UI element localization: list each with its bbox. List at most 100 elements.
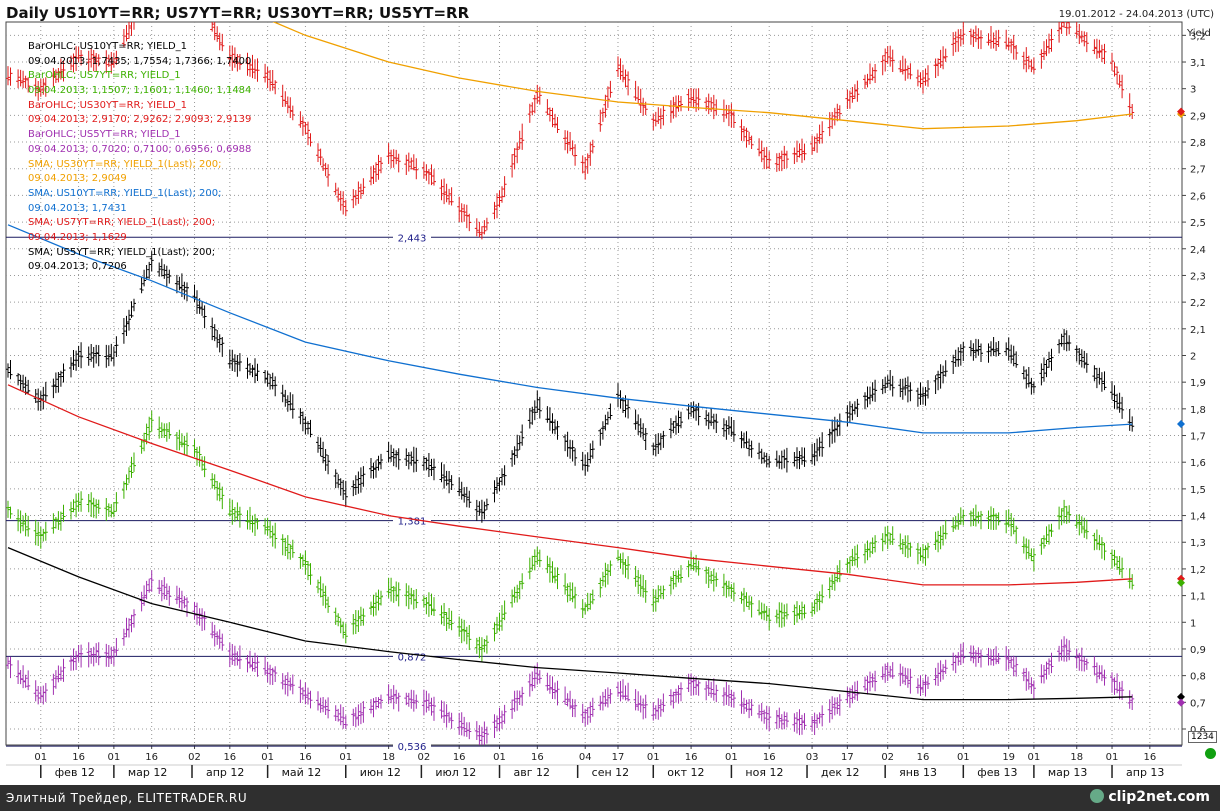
ohlc-bar	[598, 428, 603, 446]
ohlc-bar	[255, 363, 260, 381]
ohlc-bar	[318, 148, 323, 166]
ohlc-bar	[908, 542, 913, 557]
ohlc-bar	[253, 652, 257, 672]
ohlc-bar	[1004, 510, 1009, 534]
brand-logo[interactable]: clip2net.com	[1090, 789, 1210, 805]
ohlc-bar	[386, 577, 391, 598]
ohlc-bar	[691, 88, 696, 109]
ohlc-bar	[996, 653, 1001, 664]
ohlc-bar	[406, 152, 411, 172]
ohlc-bar	[517, 580, 522, 600]
ohlc-bar	[1094, 367, 1099, 389]
ohlc-bar	[429, 697, 434, 716]
ohlc-bar	[810, 443, 815, 465]
ohlc-bar	[444, 612, 449, 631]
ohlc-bar	[353, 610, 358, 634]
ohlc-bar	[837, 560, 842, 583]
ohlc-bar	[1009, 38, 1014, 54]
ohlc-bar	[747, 438, 752, 457]
ohlc-bar	[114, 50, 119, 65]
ohlc-bar	[553, 567, 557, 584]
ohlc-bar	[300, 116, 305, 136]
ohlc-bar	[338, 190, 343, 211]
ohlc-bar	[994, 30, 999, 51]
ohlc-bar	[495, 715, 499, 732]
ohlc-bar	[1029, 59, 1034, 73]
ohlc-bar	[343, 715, 348, 729]
yield-chart: 01 16 01 16 02 16 01 16 01 18 02 16 01 16 04 17 01 16 01 16…	[5, 21, 1206, 779]
ohlc-bar	[71, 499, 76, 513]
ohlc-bar	[111, 52, 116, 68]
ohlc-bar	[369, 458, 373, 479]
ohlc-bar	[321, 158, 326, 171]
ohlc-bar	[852, 84, 857, 99]
ohlc-bar	[961, 22, 966, 45]
ohlc-bar	[908, 63, 913, 80]
ohlc-bar	[598, 695, 603, 711]
x-tick-label-month: фев 13	[977, 766, 1017, 779]
ohlc-bar	[1064, 22, 1069, 36]
ohlc-bar	[356, 704, 361, 726]
ohlc-bar	[767, 608, 772, 631]
ohlc-bar	[933, 531, 938, 550]
ohlc-bar	[230, 499, 235, 525]
ohlc-bar	[396, 582, 401, 607]
ohlc-bar	[656, 698, 661, 720]
ohlc-bar	[1044, 359, 1049, 378]
ohlc-bar	[958, 643, 963, 665]
ohlc-bar	[537, 670, 542, 684]
ohlc-bar	[868, 63, 872, 85]
ohlc-bar	[636, 570, 641, 594]
ohlc-bar	[835, 103, 840, 122]
ohlc-bar	[285, 395, 290, 412]
ohlc-bar	[210, 22, 215, 32]
y-axis-label: Yield	[1187, 28, 1211, 39]
ohlc-bar	[127, 467, 131, 484]
legend-entry: 09.04.2013; 0,7020; 0,7100; 0,6956; 0,69…	[28, 143, 252, 155]
ohlc-bar	[379, 157, 383, 174]
ohlc-bar	[1120, 74, 1125, 99]
ohlc-bar	[482, 220, 487, 235]
ohlc-bar	[106, 54, 111, 67]
ohlc-bar	[1042, 535, 1046, 549]
ohlc-bar	[69, 655, 73, 671]
corner-tag[interactable]: 1234	[1188, 731, 1217, 743]
ohlc-bar	[343, 623, 348, 644]
ohlc-bar	[570, 140, 575, 156]
ohlc-bar	[994, 513, 999, 530]
ohlc-bar	[762, 603, 767, 621]
ohlc-bar	[863, 676, 867, 692]
ohlc-bar	[731, 420, 736, 442]
ohlc-bar	[704, 410, 709, 426]
ohlc-bar	[795, 140, 799, 163]
ohlc-bar	[570, 698, 575, 717]
ohlc-bar	[933, 375, 938, 394]
ohlc-bar	[1031, 381, 1036, 394]
y-tick-label: 0,9	[1190, 645, 1206, 656]
ohlc-bar	[1024, 369, 1029, 389]
ohlc-bar	[343, 480, 348, 508]
ohlc-bar	[74, 650, 79, 670]
ohlc-bar	[1067, 335, 1072, 351]
ohlc-bar	[177, 587, 182, 608]
ohlc-bar	[41, 78, 46, 95]
ohlc-bar	[127, 618, 131, 638]
ohlc-bar	[341, 480, 346, 500]
ohlc-bar	[600, 421, 605, 440]
ohlc-bar	[943, 659, 948, 674]
ohlc-bar	[212, 624, 217, 647]
ohlc-bar	[757, 600, 762, 616]
ohlc-bar	[58, 58, 63, 80]
ohlc-bar	[323, 162, 328, 177]
ohlc-bar	[8, 506, 13, 519]
ohlc-bar	[157, 262, 162, 277]
ohlc-bar	[58, 511, 63, 531]
sma-line	[7, 224, 1133, 434]
ohlc-bar	[827, 428, 832, 448]
ohlc-bar	[1059, 639, 1064, 661]
ohlc-bar	[1077, 348, 1082, 365]
ohlc-bar	[674, 415, 678, 435]
ohlc-bar	[253, 513, 257, 536]
ohlc-bar	[749, 699, 754, 716]
x-tick-label-day: 01	[339, 752, 352, 763]
